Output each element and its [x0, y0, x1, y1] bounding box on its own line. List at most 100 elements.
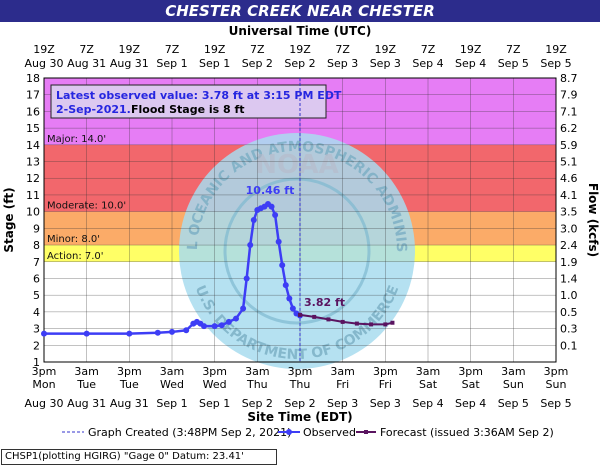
- y-tick-5: 5: [33, 289, 40, 302]
- observed-point-13: [233, 315, 239, 322]
- bottom-tick-date-4: Sep 1: [199, 397, 230, 410]
- legend-forecast-marker: [364, 430, 368, 434]
- right-axis-title: Flow (kcfs): [586, 183, 600, 257]
- bottom-tick-weekday-11: Sun: [503, 378, 524, 391]
- bottom-tick-date-2: Aug 31: [110, 397, 149, 410]
- observed-point-15: [243, 275, 250, 282]
- top-tick-time-4: 19Z: [204, 43, 226, 56]
- observed-point-10: [211, 323, 218, 330]
- bottom-tick-time-6: 3pm: [288, 365, 313, 378]
- top-tick-date-1: Aug 31: [67, 57, 106, 70]
- annotation-latest: 3.82 ft: [304, 296, 345, 309]
- flow-tick-10: 2.4: [560, 239, 578, 252]
- legend-observed-label: Observed: [303, 426, 356, 439]
- bottom-tick-date-9: Sep 4: [412, 397, 443, 410]
- bottom-tick-time-2: 3pm: [117, 365, 142, 378]
- top-tick-time-2: 19Z: [119, 43, 141, 56]
- top-tick-time-5: 7Z: [250, 43, 265, 56]
- forecast-point-4: [354, 321, 359, 326]
- bottom-tick-weekday-9: Sat: [419, 378, 438, 391]
- top-tick-date-6: Sep 2: [284, 57, 315, 70]
- noaa-watermark-ring: [223, 177, 371, 325]
- footer-datum: CHSP1(plotting HGIRG) "Gage 0" Datum: 23…: [1, 449, 277, 465]
- bottom-tick-date-1: Aug 31: [67, 397, 106, 410]
- flow-tick-15: 0.3: [560, 323, 578, 336]
- bottom-tick-date-12: Sep 5: [540, 397, 571, 410]
- top-tick-date-10: Sep 4: [455, 57, 486, 70]
- flow-tick-9: 3.0: [560, 222, 578, 235]
- y-tick-12: 12: [26, 172, 40, 185]
- flow-tick-4: 5.9: [560, 139, 578, 152]
- band-label-3: Action: 7.0': [47, 251, 104, 262]
- top-tick-date-7: Sep 3: [327, 57, 358, 70]
- y-tick-2: 2: [33, 339, 40, 352]
- observed-point-3: [154, 329, 161, 336]
- bottom-tick-weekday-6: Thu: [289, 378, 311, 391]
- band-label-2: Minor: 8.0': [47, 234, 100, 245]
- observed-point-25: [279, 262, 286, 269]
- observed-point-9: [201, 323, 207, 330]
- legend-forecast-label: Forecast (issued 3:36AM Sep 2): [380, 426, 554, 439]
- bottom-tick-date-6: Sep 2: [284, 397, 315, 410]
- top-tick-time-6: 19Z: [289, 43, 311, 56]
- flow-tick-16: 0.1: [560, 339, 578, 352]
- observed-point-0: [41, 330, 47, 337]
- bottom-tick-weekday-7: Fri: [336, 378, 349, 391]
- observed-point-24: [275, 238, 282, 245]
- bottom-tick-date-0: Aug 30: [25, 397, 64, 410]
- forecast-point-7: [390, 320, 395, 325]
- bottom-tick-date-10: Sep 4: [455, 397, 486, 410]
- series-line-forecast: [299, 313, 393, 326]
- flow-tick-8: 3.5: [560, 206, 578, 219]
- y-tick-7: 7: [33, 256, 40, 269]
- observed-point-14: [240, 305, 247, 312]
- bottom-axis-title: Site Time (EDT): [247, 410, 352, 424]
- flow-tick-1: 7.9: [560, 89, 578, 102]
- observed-point-22: [268, 203, 275, 210]
- band-label-1: Moderate: 10.0': [47, 201, 126, 212]
- bottom-tick-date-7: Sep 3: [327, 397, 358, 410]
- chart-title: CHESTER CREEK NEAR CHESTER: [165, 2, 435, 20]
- forecast-point-0: [298, 312, 302, 317]
- bottom-tick-time-0: 3pm: [32, 365, 57, 378]
- bottom-tick-date-11: Sep 5: [498, 397, 529, 410]
- flow-tick-11: 1.9: [560, 256, 578, 269]
- forecast-point-6: [383, 322, 388, 327]
- flow-tick-14: 0.5: [560, 306, 578, 319]
- top-tick-time-8: 19Z: [375, 43, 397, 56]
- top-tick-date-5: Sep 2: [242, 57, 273, 70]
- flow-tick-0: 8.7: [560, 72, 578, 85]
- y-tick-17: 17: [26, 89, 40, 102]
- bottom-tick-weekday-5: Thu: [246, 378, 268, 391]
- bottom-tick-time-4: 3pm: [202, 365, 227, 378]
- top-tick-time-12: 19Z: [545, 43, 567, 56]
- flow-tick-5: 5.1: [560, 156, 578, 169]
- y-tick-3: 3: [33, 323, 40, 336]
- info-box-line2-date: 2-Sep-2021.: [56, 103, 131, 116]
- bottom-tick-weekday-0: Mon: [32, 378, 55, 391]
- bottom-tick-weekday-1: Tue: [76, 378, 96, 391]
- legend-created-label: Graph Created (3:48PM Sep 2, 2021): [88, 426, 291, 439]
- flow-tick-7: 4.1: [560, 189, 578, 202]
- observed-point-11: [218, 322, 225, 329]
- top-tick-date-4: Sep 1: [199, 57, 230, 70]
- observed-point-1: [83, 330, 90, 337]
- top-tick-date-2: Aug 31: [110, 57, 149, 70]
- noaa-watermark-disc: [179, 133, 415, 369]
- observed-point-17: [250, 217, 257, 223]
- bottom-tick-weekday-8: Fri: [379, 378, 392, 391]
- bottom-tick-time-12: 3pm: [544, 365, 569, 378]
- y-tick-9: 9: [33, 222, 40, 235]
- title-bar: [0, 0, 600, 22]
- flow-tick-2: 7.1: [560, 105, 578, 118]
- bottom-tick-time-11: 3am: [501, 365, 525, 378]
- bottom-tick-weekday-12: Sun: [546, 378, 567, 391]
- top-tick-time-9: 7Z: [421, 43, 436, 56]
- y-tick-6: 6: [33, 272, 40, 285]
- annotation-peak: 10.46 ft: [246, 184, 295, 197]
- top-tick-date-0: Aug 30: [25, 57, 64, 70]
- flow-tick-3: 6.2: [560, 122, 578, 135]
- bottom-tick-time-3: 3am: [160, 365, 184, 378]
- y-tick-16: 16: [26, 105, 40, 118]
